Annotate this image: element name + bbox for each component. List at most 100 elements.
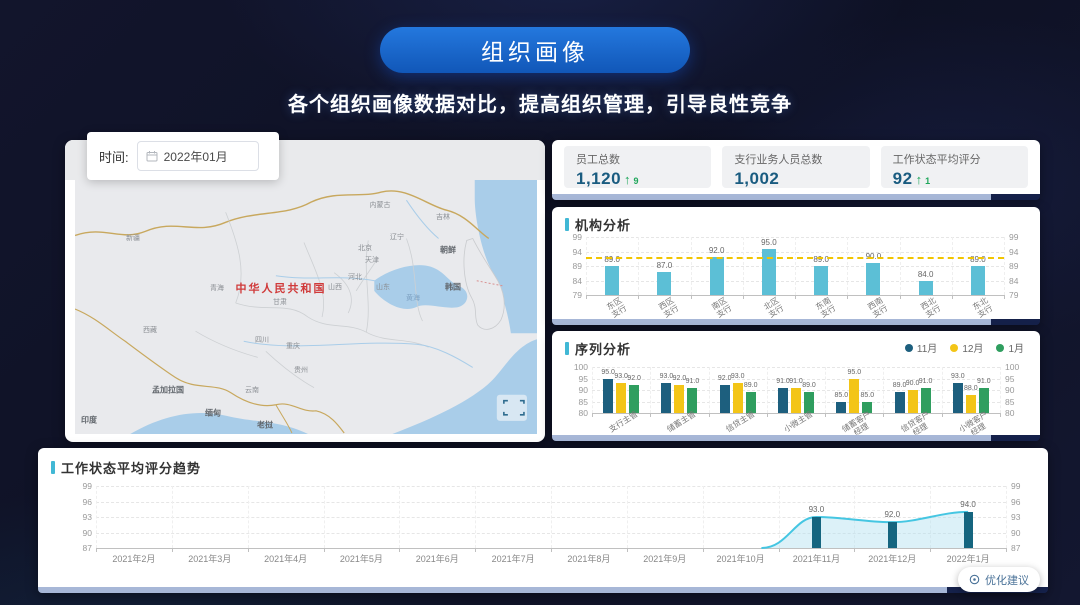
bar <box>978 387 989 413</box>
x-axis-line <box>586 295 1004 296</box>
y-axis-tick-right: 99 <box>1011 481 1021 491</box>
y-axis-tick-right: 95 <box>1005 373 1015 384</box>
x-gridline <box>650 367 652 413</box>
y-axis-tick-right: 89 <box>1009 261 1019 271</box>
legend-item-12月[interactable]: 12月 <box>950 340 983 355</box>
x-tick-mark <box>551 548 552 552</box>
seq-chart-legend: 11月 12月 1月 <box>904 340 1024 355</box>
y-axis-tick: 94 <box>572 246 582 257</box>
bar <box>778 387 788 413</box>
legend-item-11月[interactable]: 11月 <box>904 340 938 355</box>
bar-value-label: 91.0 <box>789 377 803 385</box>
x-tick-mark <box>854 548 856 552</box>
x-tick-mark <box>702 548 704 552</box>
x-gridline <box>247 486 249 548</box>
x-category-label: 小微客户 经理 <box>957 409 990 438</box>
seq-chart-header: 序列分析 <box>565 339 631 358</box>
china-map[interactable]: 新疆 青海 甘肃 西藏 四川 重庆 贵州 云南 内蒙古 吉林 辽宁 北京 天津 河北 山西 山东 黄海 朝鲜 韩国孟… <box>75 180 537 434</box>
y-axis-tick: 96 <box>82 496 92 507</box>
x-gridline <box>766 367 768 413</box>
y-axis-tick: 93 <box>82 512 92 522</box>
y-axis-tick: 87 <box>82 543 92 553</box>
y-axis-tick: 95 <box>578 373 588 384</box>
x-tick-mark <box>592 413 593 417</box>
bar <box>629 385 640 413</box>
bar-value-label: 95.0 <box>847 368 862 376</box>
bar <box>920 387 931 413</box>
x-tick-mark <box>1000 413 1001 417</box>
x-category-label: 南区 支行 <box>709 295 734 320</box>
x-category-label: 储蓄客户 经理 <box>840 409 873 438</box>
x-gridline <box>930 486 932 548</box>
x-month-label: 2022年1月 <box>946 554 990 564</box>
legend-item-1月[interactable]: 1月 <box>996 340 1024 355</box>
bar <box>918 280 933 295</box>
bar-value-label: 93.0 <box>614 373 628 381</box>
legend-name: 11月 <box>916 344 938 355</box>
y-axis-tick: 80 <box>578 408 588 418</box>
x-tick-mark <box>1006 548 1007 552</box>
org-analysis-panel: 机构分析 79 79 84 84 89 89 94 94 99 99 89.0 东区 支行 87.0 西区… <box>552 207 1040 325</box>
bar-value-label: 89.0 <box>970 255 986 264</box>
x-tick-mark <box>171 548 173 552</box>
y-axis-tick: 79 <box>572 290 582 300</box>
x-tick-mark <box>247 548 249 552</box>
bar <box>970 266 985 295</box>
bar-value-label: 89.0 <box>743 382 758 390</box>
kpi-panel: 员工总数 1,120 ↑ 9 支行业务人员总数 1,002 工作状态平均评分 92 ↑ 1 <box>552 140 1040 200</box>
bar <box>603 378 614 413</box>
bar-value-label: 89.0 <box>813 255 829 264</box>
bar-value-label: 91.0 <box>685 377 700 385</box>
bar-value-label: 89.0 <box>802 382 816 390</box>
month-picker-input[interactable]: 2022年01月 <box>136 141 259 171</box>
bar <box>836 401 847 413</box>
month-picker-value: 2022年01月 <box>163 149 228 164</box>
trend-point-bar <box>811 517 821 548</box>
x-tick-mark <box>708 413 710 417</box>
bar <box>709 257 724 295</box>
x-gridline <box>854 486 856 548</box>
map-fullscreen-icon <box>496 394 527 421</box>
trend-chart-plot: 87 87 90 90 93 93 96 96 99 99 2021年2月 2021年3月 2021年4… <box>38 448 1048 587</box>
bar-value-label: 91.0 <box>776 377 790 385</box>
kpi-value: 92 <box>892 169 913 188</box>
y-axis-tick: 84 <box>572 275 582 286</box>
x-gridline <box>778 486 780 548</box>
bar <box>791 387 801 413</box>
y-axis-tick-right: 85 <box>1005 396 1015 407</box>
y-axis-tick-right: 94 <box>1009 246 1019 257</box>
kpi-value: 1,120 <box>576 169 622 188</box>
bar <box>814 266 829 295</box>
y-axis-tick: 90 <box>82 527 92 538</box>
x-tick-mark <box>399 548 401 552</box>
x-month-label: 2021年2月 <box>112 554 156 564</box>
bar-value-label: 91.0 <box>977 377 991 385</box>
page-title-banner: 组织画像 <box>380 27 690 73</box>
x-category-label: 信贷客户 经理 <box>898 409 931 438</box>
bar-value-label: 95.0 <box>761 237 777 247</box>
y-axis-tick-right: 84 <box>1009 275 1019 286</box>
y-axis-tick: 99 <box>572 232 582 242</box>
x-gridline <box>702 486 704 548</box>
x-gridline <box>475 486 477 548</box>
x-category-label: 西区 支行 <box>657 295 681 320</box>
time-filter-label: 时间: <box>99 149 129 165</box>
x-gridline <box>690 237 692 295</box>
bar-value-label: 85.0 <box>860 391 875 399</box>
kpi-value-row: 1,120 ↑ 9 <box>576 169 699 189</box>
bar-value-label: 95.0 <box>601 368 615 376</box>
y-axis-tick-right: 96 <box>1011 496 1021 507</box>
x-tick-mark <box>941 413 943 417</box>
org-chart-plot: 79 79 84 84 89 89 94 94 99 99 89.0 东区 支行 87.0 西区 支行 92… <box>552 207 1040 320</box>
optimize-suggestion-button[interactable]: 优化建议 <box>958 567 1040 592</box>
kpi-up-arrow-icon: ↑ <box>624 172 631 187</box>
bar-value-label: 92.0 <box>708 246 725 256</box>
bar <box>761 248 776 295</box>
trend-point-bar <box>963 511 973 548</box>
bar <box>687 387 698 413</box>
x-tick-mark <box>690 295 692 299</box>
x-tick-mark <box>899 295 901 299</box>
bar <box>616 383 627 413</box>
trend-panel: 工作状态平均评分趋势 87 87 90 90 93 93 96 96 99 99 2021年2月 20… <box>38 448 1048 593</box>
